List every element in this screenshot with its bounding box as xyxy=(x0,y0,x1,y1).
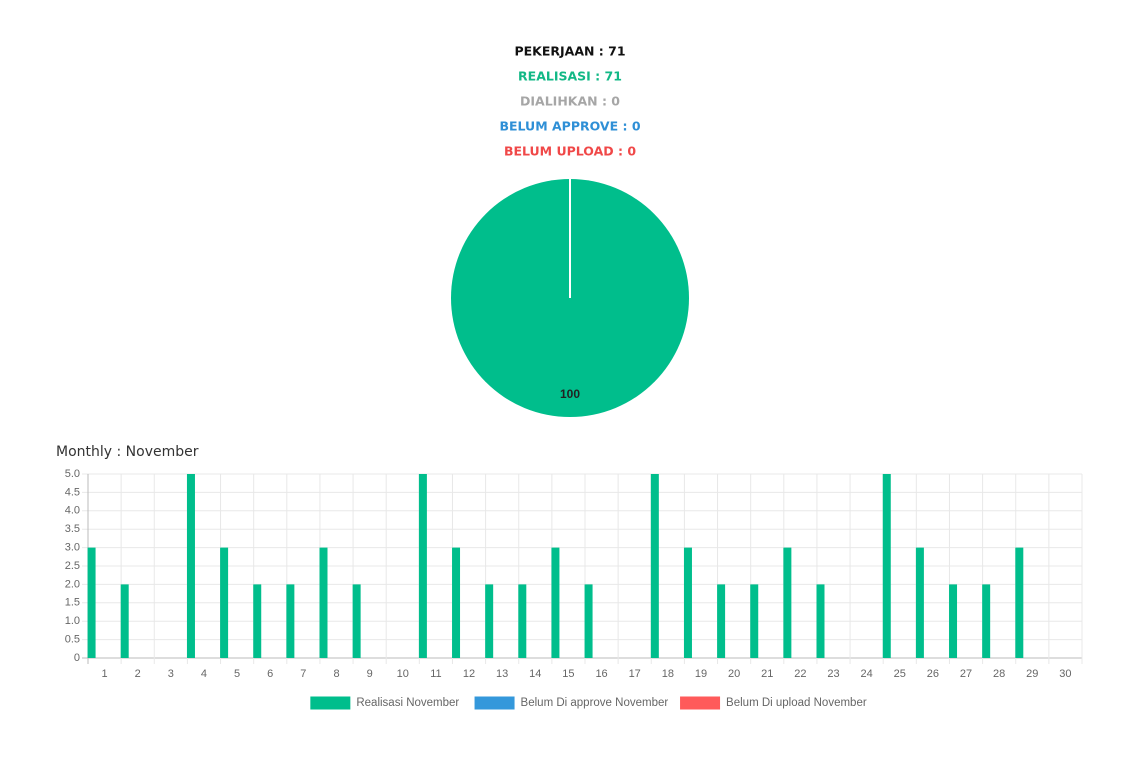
x-tick-label: 26 xyxy=(927,668,939,680)
x-tick-label: 6 xyxy=(267,668,273,680)
x-tick-label: 12 xyxy=(463,668,475,680)
x-tick-label: 11 xyxy=(430,668,441,680)
summary-line: BELUM APPROVE : 0 xyxy=(499,119,640,134)
y-tick-label: 1.0 xyxy=(65,615,80,627)
x-tick-label: 27 xyxy=(960,668,972,680)
bar xyxy=(750,584,759,658)
legend-label: Belum Di approve November xyxy=(521,697,669,709)
bar xyxy=(683,547,692,658)
legend-swatch xyxy=(474,696,515,710)
y-tick-label: 0 xyxy=(74,652,80,664)
x-tick-label: 24 xyxy=(861,668,873,680)
y-tick-label: 3.0 xyxy=(65,542,80,554)
bar xyxy=(551,547,560,658)
x-tick-label: 1 xyxy=(102,668,108,680)
y-tick-label: 3.5 xyxy=(65,523,80,535)
summary-line: PEKERJAAN : 71 xyxy=(514,44,625,59)
bar xyxy=(1015,547,1024,658)
summary-line: DIALIHKAN : 0 xyxy=(520,94,620,109)
summary-line: REALISASI : 71 xyxy=(518,69,622,84)
bar xyxy=(253,584,262,658)
y-tick-label: 4.0 xyxy=(65,505,80,517)
y-tick-label: 2.0 xyxy=(65,578,80,590)
bar xyxy=(87,547,96,658)
x-tick-label: 16 xyxy=(595,668,607,680)
x-tick-label: 10 xyxy=(397,668,409,680)
bar xyxy=(418,474,427,658)
bar xyxy=(186,474,195,658)
x-tick-label: 20 xyxy=(728,668,740,680)
y-tick-label: 2.5 xyxy=(65,560,80,572)
x-tick-label: 5 xyxy=(234,668,240,680)
bar xyxy=(485,584,494,658)
x-tick-label: 9 xyxy=(367,668,373,680)
x-tick-label: 30 xyxy=(1059,668,1071,680)
x-tick-label: 18 xyxy=(662,668,674,680)
bar xyxy=(783,547,792,658)
x-tick-label: 19 xyxy=(695,668,707,680)
legend-label: Realisasi November xyxy=(356,697,459,709)
x-tick-label: 8 xyxy=(333,668,339,680)
bar xyxy=(816,584,825,658)
x-tick-label: 14 xyxy=(529,668,541,680)
bar xyxy=(319,547,328,658)
y-tick-label: 0.5 xyxy=(65,634,80,646)
bar xyxy=(584,584,593,658)
legend-label: Belum Di upload November xyxy=(726,697,867,709)
x-tick-label: 29 xyxy=(1026,668,1038,680)
bar xyxy=(518,584,527,658)
bar xyxy=(286,584,295,658)
bar xyxy=(220,547,229,658)
x-tick-label: 2 xyxy=(135,668,141,680)
x-tick-label: 4 xyxy=(201,668,207,680)
x-tick-label: 17 xyxy=(629,668,641,680)
bar xyxy=(882,474,891,658)
bar xyxy=(915,547,924,658)
x-tick-label: 22 xyxy=(794,668,806,680)
y-tick-label: 4.5 xyxy=(65,486,80,498)
x-tick-label: 25 xyxy=(894,668,906,680)
slice-label: 100 xyxy=(560,387,580,401)
y-tick-label: 5.0 xyxy=(65,468,80,480)
bar xyxy=(949,584,958,658)
bar xyxy=(650,474,659,658)
legend-swatch xyxy=(680,696,721,710)
bar xyxy=(452,547,461,658)
bar xyxy=(982,584,991,658)
summary-line: BELUM UPLOAD : 0 xyxy=(504,144,636,159)
legend-swatch xyxy=(310,696,351,710)
bar xyxy=(717,584,726,658)
x-tick-label: 21 xyxy=(761,668,773,680)
bar xyxy=(120,584,129,658)
x-tick-label: 15 xyxy=(562,668,574,680)
x-tick-label: 28 xyxy=(993,668,1005,680)
x-tick-label: 13 xyxy=(496,668,508,680)
x-tick-label: 23 xyxy=(827,668,839,680)
y-tick-label: 1.5 xyxy=(65,597,80,609)
x-tick-label: 7 xyxy=(300,668,306,680)
x-tick-label: 3 xyxy=(168,668,174,680)
bar xyxy=(352,584,361,658)
bar-chart-title: Monthly : November xyxy=(56,444,199,460)
